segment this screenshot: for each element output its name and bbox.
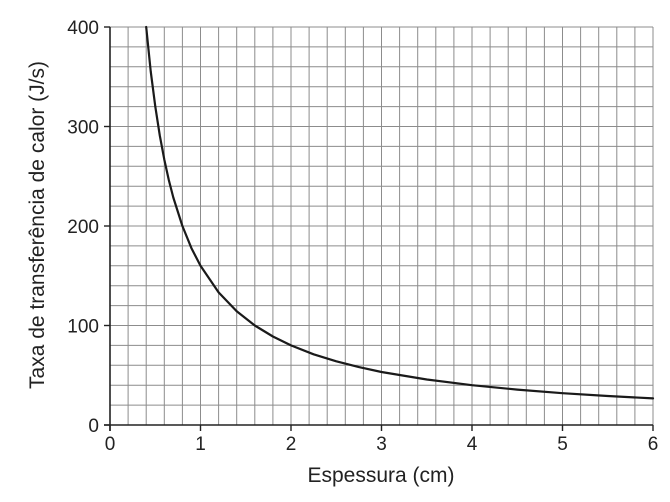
y-tick-label: 400 (67, 18, 99, 39)
y-tick-label: 200 (67, 217, 99, 238)
y-tick-label: 0 (88, 416, 99, 437)
series-line (145, 25, 655, 400)
x-tick-label: 3 (376, 434, 387, 455)
y-tick-label: 100 (67, 317, 99, 338)
x-tick-label: 6 (648, 434, 659, 455)
x-axis-label: Espessura (cm) (307, 464, 454, 487)
x-tick-label: 0 (105, 434, 116, 455)
x-tick-label: 1 (195, 434, 206, 455)
x-tick-labels: 0 1 2 3 4 5 6 (105, 434, 659, 455)
y-axis-label: Taxa de transferência de calor (J/s) (26, 61, 49, 389)
series (145, 25, 655, 400)
grid (109, 26, 654, 426)
y-tick-labels: 0 100 200 300 400 (67, 18, 99, 437)
x-tick-label: 2 (286, 434, 297, 455)
x-tick-label: 4 (467, 434, 478, 455)
axes (104, 26, 654, 431)
x-tick-label: 5 (557, 434, 568, 455)
y-tick-label: 300 (67, 118, 99, 139)
